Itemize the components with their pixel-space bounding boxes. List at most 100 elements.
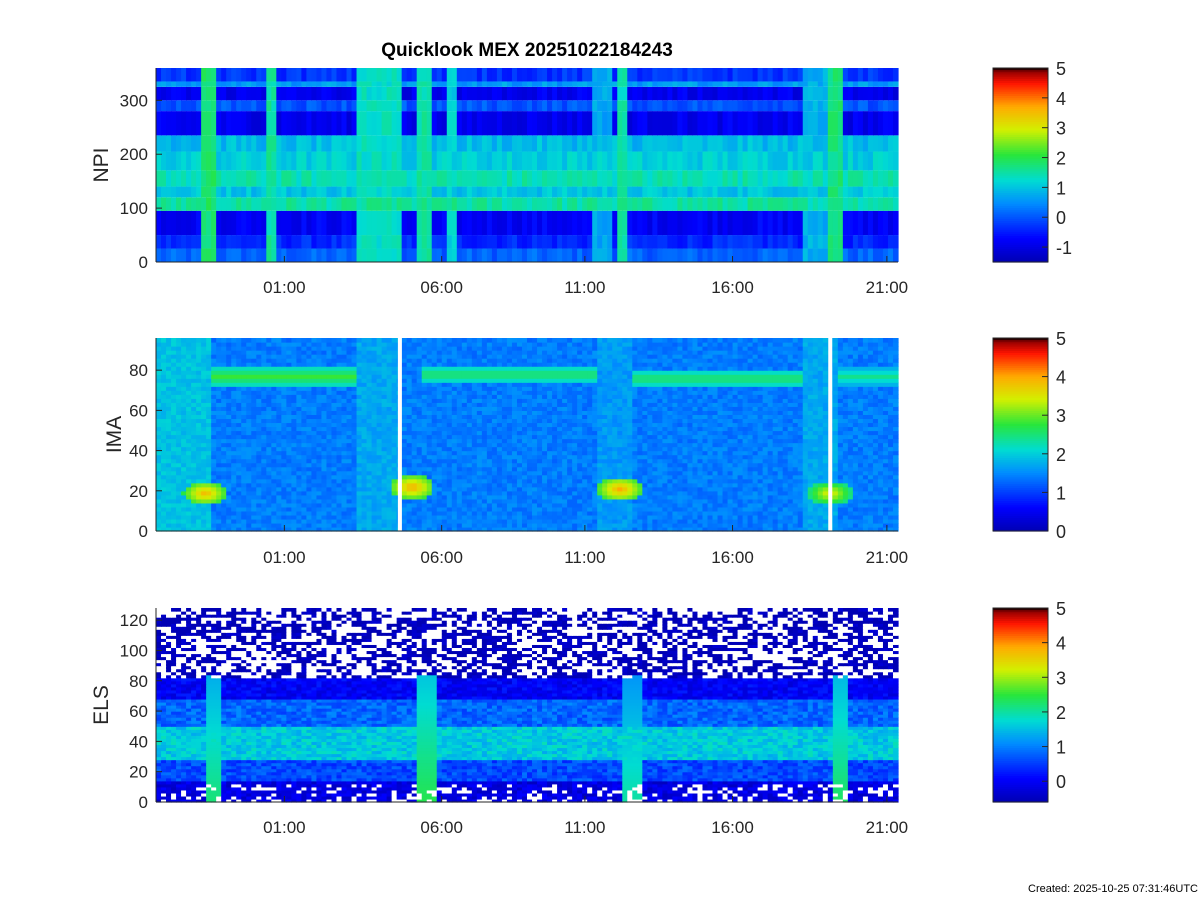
ima-cell [772, 474, 779, 480]
ima-cell [351, 470, 358, 476]
npi-cell [401, 235, 408, 249]
ima-cell [762, 450, 769, 456]
npi-cell [516, 197, 523, 211]
ima-cell [747, 466, 754, 472]
ima-cell [491, 514, 498, 520]
ima-cell [782, 494, 789, 500]
ima-cell [426, 502, 433, 508]
ima-cell [501, 474, 508, 480]
ima-cell [792, 510, 799, 516]
ima-cell [196, 498, 202, 504]
ima-cell [537, 474, 543, 480]
ima-cell [331, 450, 338, 456]
npi-cell [722, 81, 729, 87]
npi-cell [682, 235, 689, 249]
ima-cell [837, 458, 844, 464]
npi-cell [642, 100, 648, 112]
npi-cell [842, 100, 849, 112]
ima-cell [166, 518, 172, 524]
ima-cell [251, 470, 257, 476]
npi-cell [577, 151, 583, 171]
ima-cell [692, 454, 699, 460]
ima-cell [331, 494, 338, 500]
npi-cell [542, 197, 548, 211]
ima-cell [266, 506, 272, 512]
npi-cell [567, 210, 573, 236]
ima-cell [527, 490, 533, 496]
ima-cell [567, 482, 573, 488]
ima-cell [802, 518, 809, 524]
ima-cell [807, 458, 814, 464]
ima-cell [516, 478, 523, 484]
ima-cell [436, 490, 443, 496]
npi-cell [717, 151, 724, 171]
npi-cell [532, 170, 538, 187]
npi-cell [456, 151, 463, 171]
npi-cell [882, 68, 889, 82]
npi-cell [867, 86, 874, 101]
ima-cell [767, 486, 774, 492]
ima-cell [857, 482, 864, 488]
npi-cell [516, 186, 523, 198]
ima-cell [211, 462, 217, 468]
ima-cell [181, 474, 187, 480]
ima-cell [782, 466, 789, 472]
ima-cell [156, 502, 162, 508]
ima-cell [276, 462, 282, 468]
npi-cell [326, 81, 333, 87]
npi-cell [286, 186, 292, 198]
ima-cell [521, 462, 528, 468]
npi-cell [291, 151, 297, 171]
ima-cell [892, 498, 899, 504]
ima-cell [722, 470, 729, 476]
ima-cell [276, 466, 282, 472]
ima-cell [176, 478, 182, 484]
ima-cell [491, 522, 498, 528]
npi-cell [351, 86, 358, 101]
ima-cell [336, 486, 343, 492]
ima-cell [602, 490, 608, 496]
npi-cell [622, 210, 628, 236]
npi-cell [186, 135, 192, 152]
npi-cell [587, 135, 593, 152]
npi-cell [742, 68, 749, 82]
ima-cell [712, 522, 719, 528]
ima-cell [527, 510, 533, 516]
npi-cell [476, 210, 483, 236]
ima-cell [842, 486, 849, 492]
npi-cell [206, 111, 212, 136]
npi-cell [632, 197, 638, 211]
npi-cell [652, 81, 658, 87]
ima-cell [757, 522, 764, 528]
ima-cell [762, 498, 769, 504]
npi-cell [281, 68, 287, 82]
ima-cell [677, 514, 684, 520]
ima-cell [516, 518, 523, 524]
ima-cell [587, 510, 593, 516]
npi-cell [191, 186, 197, 198]
ima-cell [657, 526, 663, 532]
ima-cell [426, 454, 433, 460]
npi-cell [321, 68, 328, 82]
ima-cell [346, 462, 353, 468]
ima-cell [471, 510, 478, 516]
npi-cell [361, 186, 368, 198]
npi-cell [552, 135, 558, 152]
ima-cell [587, 506, 593, 512]
npi-cell [527, 186, 533, 198]
ima-cell [496, 498, 503, 504]
ima-cell [256, 498, 262, 504]
npi-cell [542, 210, 548, 236]
npi-cell [567, 86, 573, 101]
ima-cell [261, 466, 267, 472]
npi-cell [572, 151, 578, 171]
ima-cell [201, 506, 207, 512]
ima-cell [627, 494, 633, 500]
ima-cell [582, 518, 588, 524]
ima-cell [251, 462, 257, 468]
ima-cell [822, 526, 829, 532]
ima-cell [441, 470, 448, 476]
ima-cell [717, 506, 724, 512]
ima-cell [577, 458, 583, 464]
ima-cell [476, 474, 483, 480]
